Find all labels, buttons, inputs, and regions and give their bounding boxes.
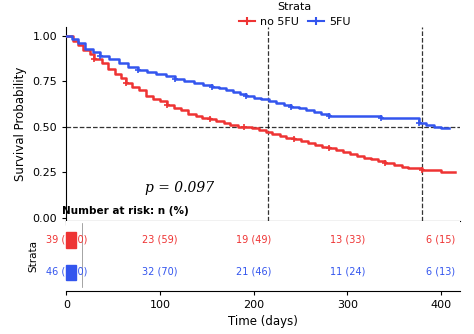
Text: Strata: Strata	[28, 240, 38, 272]
Text: 39 (100): 39 (100)	[46, 234, 87, 244]
Text: 6 (13): 6 (13)	[427, 267, 456, 277]
Text: 19 (49): 19 (49)	[236, 234, 271, 244]
Text: 46 (100): 46 (100)	[46, 267, 87, 277]
Bar	[66, 265, 76, 280]
Y-axis label: Survival Probability: Survival Probability	[14, 67, 27, 181]
Text: 21 (46): 21 (46)	[236, 267, 272, 277]
Text: 6 (15): 6 (15)	[427, 234, 456, 244]
Text: 13 (33): 13 (33)	[330, 234, 365, 244]
Text: 11 (24): 11 (24)	[330, 267, 365, 277]
X-axis label: Time (days): Time (days)	[228, 315, 298, 328]
Legend: no 5FU, 5FU: no 5FU, 5FU	[234, 0, 355, 32]
Text: 32 (70): 32 (70)	[142, 267, 178, 277]
Text: p = 0.097: p = 0.097	[145, 181, 214, 195]
Bar	[66, 232, 76, 247]
Text: Number at risk: n (%): Number at risk: n (%)	[63, 206, 189, 215]
Text: 23 (59): 23 (59)	[142, 234, 178, 244]
